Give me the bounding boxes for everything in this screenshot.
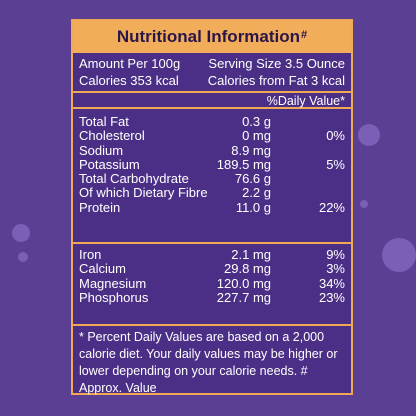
decorative-bubble [382,238,416,272]
macros-section: Total Fat 0.3 g Cholesterol 0 mg 0% Sodium 8… [73,109,351,244]
nutrient-row: Potassium 189.5 mg 5% [79,156,345,172]
decorative-bubble [12,224,30,242]
nutrient-row: Total Carbohydrate 76.6 g [79,171,271,187]
nutrient-row: Sodium 8.9 mg [79,142,271,158]
serving-size: Serving Size 3.5 Ounce [208,56,345,71]
nutrient-row: Phosphorus 227.7 mg 23% [79,289,345,305]
nutrient-row: Protein 11.0 g 22% [79,199,345,215]
panel-title: Nutritional Information [116,27,301,46]
decorative-bubble [18,252,28,262]
nutrient-row: Iron 2.1 mg 9% [79,247,345,262]
nutrient-row: Calcium 29.8 mg 3% [79,261,345,277]
nutrient-row: Total Fat 0.3 g [79,114,271,129]
panel-header: Nutritional Information # [73,21,351,53]
decorative-bubble [360,200,368,208]
calories: Calories 353 kcal [79,73,179,88]
minerals-section: Iron 2.1 mg 9% Calcium 29.8 mg 3% Magnesium 1… [73,244,351,326]
amount-per: Amount Per 100g [79,56,181,71]
nutrient-row: Cholesterol 0 mg 0% [79,128,345,144]
decorative-bubble [358,124,380,146]
daily-value-header: %Daily Value* [73,91,351,109]
nutrition-panel: Nutritional Information # Amount Per 100g… [71,19,353,395]
serving-section: Amount Per 100g Serving Size 3.5 Ounce C… [73,53,351,109]
calories-from-fat: Calories from Fat 3 kcal [207,73,345,88]
nutrient-row: Of which Dietary Fibre 2.2 g [79,185,271,201]
footnote: * Percent Daily Values are based on a 2,… [79,330,338,395]
approx-mark: # [301,29,308,41]
nutrient-row: Magnesium 120.0 mg 34% [79,275,345,291]
